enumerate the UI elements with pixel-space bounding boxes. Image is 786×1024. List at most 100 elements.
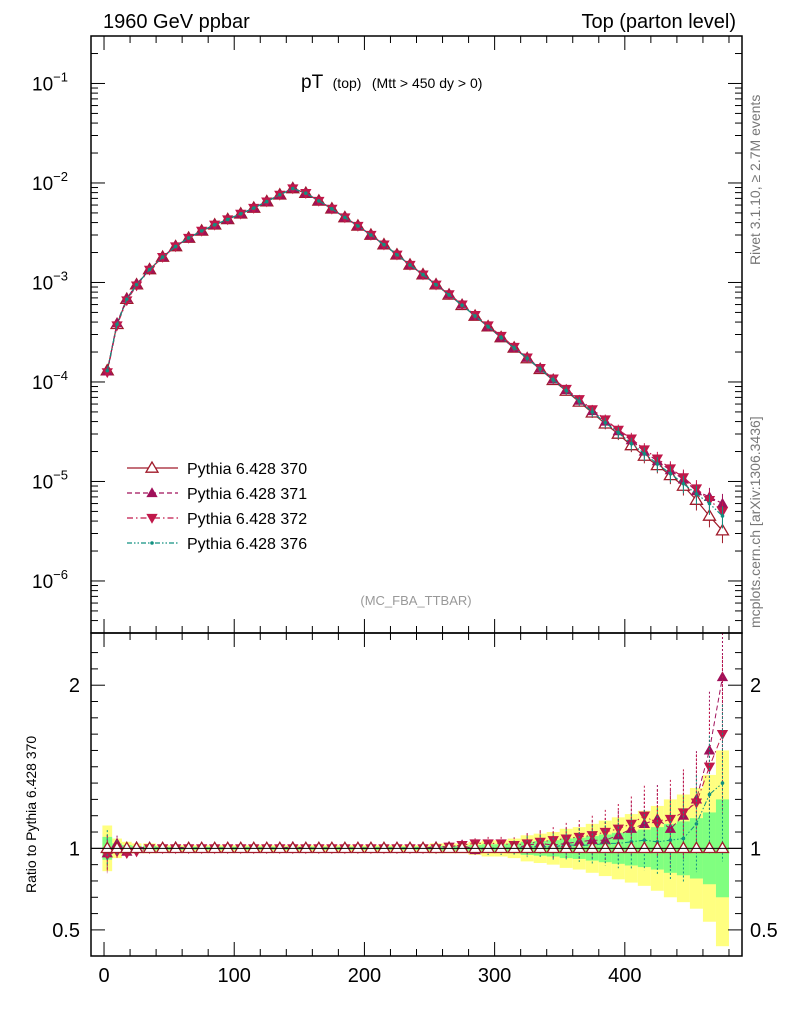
main-series-376-point [147, 267, 152, 272]
main-series-376-point [212, 222, 217, 227]
legend-label: Pythia 6.428 376 [187, 536, 307, 553]
main-ytick-base: 10 [32, 572, 53, 593]
main-series-376-point [525, 356, 529, 361]
ratio-series-370-point [324, 841, 340, 854]
ratio-series-370-point [259, 841, 274, 854]
ratio-series-370-point [415, 841, 431, 854]
main-ytick-label: 10−4 [32, 368, 68, 394]
main-ytick-exp: −5 [53, 467, 68, 482]
main-series-376-point [251, 206, 256, 210]
ratio-series-370-point [337, 841, 353, 854]
ratio-xtick-label: 0 [98, 965, 109, 987]
ratio-ytick-label-right: 0.5 [750, 920, 778, 942]
ratio-series-370-point [142, 841, 157, 854]
main-series-376-point [369, 233, 373, 237]
ratio-series-370-point [650, 841, 665, 854]
ratio-series-370-point [220, 841, 235, 854]
main-series-group [100, 181, 730, 544]
main-series-376-point [720, 514, 725, 518]
main-ytick-exp: −4 [53, 368, 68, 383]
ratio-series-372-point [599, 827, 611, 838]
main-series-376-point [125, 297, 129, 301]
plot-title-main: pT [301, 72, 324, 93]
main-ytick-label: 10−5 [32, 467, 68, 493]
ratio-series-370-point [428, 841, 444, 854]
main-series-376-point [421, 272, 425, 277]
legend-marker [150, 541, 154, 545]
ratio-series-370-point [676, 841, 691, 854]
main-series-376-point [642, 451, 647, 456]
main-series-376-point [551, 378, 556, 382]
main-series-376-point [590, 410, 595, 414]
ratio-series-370-point [246, 841, 261, 854]
ratio-xtick-label: 200 [348, 965, 381, 987]
ratio-series-370-point [272, 841, 287, 854]
legend-label: Pythia 6.428 370 [187, 461, 307, 478]
main-series-376-point [173, 244, 178, 249]
main-series-376-point [473, 314, 477, 318]
main-axis-ticks: 10−610−510−410−310−210−1 [32, 36, 742, 634]
main-series-376-point [434, 282, 438, 287]
main-series-376-point [707, 501, 712, 506]
ratio-series-370-point [559, 841, 574, 854]
ratio-frame [90, 632, 743, 957]
main-series-376-point [577, 399, 582, 404]
main-series-376-point [343, 215, 347, 220]
legend: Pythia 6.428 370 Pythia 6.428 371 Pythia 6… [127, 460, 307, 553]
ratio-series-370-point [454, 841, 470, 854]
ratio-ylabel: Ratio to Pythia 6.428 370 [23, 736, 39, 893]
main-ytick-label: 10−3 [32, 268, 68, 294]
ratio-series-370-point [467, 841, 483, 854]
main-ytick-label: 10−2 [32, 169, 68, 195]
main-series-376-point [395, 252, 399, 257]
ratio-series-370-point [611, 841, 626, 854]
ratio-series-370-point [311, 841, 326, 854]
mcplots-label: mcplots.cern.ch [arXiv:1306.3436] [747, 416, 763, 628]
main-series-376-point [160, 255, 165, 259]
ratio-series-370-point [155, 841, 170, 854]
ratio-ytick-label: 2 [69, 675, 80, 697]
main-series-376-point [277, 193, 282, 197]
main-series-372-point [121, 296, 133, 307]
ratio-series-370-point [100, 841, 115, 854]
main-ytick-exp: −6 [53, 567, 68, 582]
ratio-ytick-label: 0.5 [52, 920, 80, 942]
ratio-series-372-point [547, 836, 559, 846]
main-series-376-point [238, 211, 243, 216]
main-series-376-point [486, 324, 490, 329]
ratio-series-group [100, 633, 730, 882]
ratio-series-370-point [129, 841, 144, 854]
ratio-series-370-point [285, 841, 300, 854]
ratio-series-370-point [546, 841, 561, 854]
main-series-370-point [715, 523, 730, 536]
legend-marker [144, 460, 160, 473]
ratio-series-370-point [363, 841, 379, 854]
ratio-series-370-point [702, 841, 717, 854]
legend-marker [146, 487, 158, 498]
legend-label: Pythia 6.428 371 [187, 486, 307, 503]
main-series-376-point [512, 346, 516, 350]
ratio-xtick-label: 300 [478, 965, 511, 987]
main-ytick-base: 10 [32, 472, 53, 493]
plot-title-sub1: (top) [333, 75, 362, 91]
ratio-series-370-point [168, 841, 183, 854]
ratio-series-372-point [664, 814, 677, 825]
ratio-series-376-point [720, 781, 725, 785]
ratio-series-370-point [572, 841, 587, 854]
main-series-376-point [317, 199, 321, 203]
ratio-series-370-point [207, 841, 222, 854]
ratio-series-372-point [690, 798, 703, 809]
main-ytick-exp: −3 [53, 268, 68, 283]
main-series-376-point [564, 388, 569, 393]
ratio-ytick-label-right: 2 [750, 675, 761, 697]
main-ytick-base: 10 [32, 74, 53, 95]
ratio-series-370-point [119, 841, 134, 854]
plot-title-sub2: (Mtt > 450 dy > 0) [372, 75, 483, 91]
ratio-series-370-point [441, 841, 457, 854]
main-series-376-point [655, 462, 660, 466]
main-ytick-base: 10 [32, 373, 53, 394]
ratio-ytick-label-right: 1 [750, 838, 761, 860]
ratio-series-370-point [598, 841, 613, 854]
ratio-series-370-point [493, 841, 509, 854]
